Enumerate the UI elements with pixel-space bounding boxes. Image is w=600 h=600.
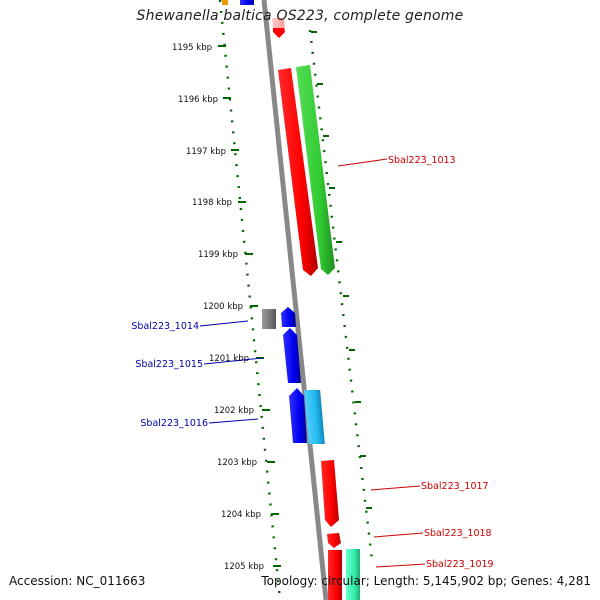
leader-line xyxy=(373,532,424,538)
red-small-feature xyxy=(273,28,285,38)
leader-line xyxy=(375,563,426,568)
label-leaders xyxy=(199,158,426,568)
top-partial-features xyxy=(222,0,285,38)
tick-label: 1203 kbp xyxy=(217,458,257,468)
gene-label-1015[interactable]: Sbal223_1015 xyxy=(135,359,203,370)
gene-sbal223-1016[interactable] xyxy=(304,390,325,444)
leader-line xyxy=(337,158,388,167)
tick-label: 1201 kbp xyxy=(209,354,249,364)
gene-sbal223-1019[interactable] xyxy=(328,550,342,600)
tick-label: 1198 kbp xyxy=(192,198,232,208)
tick-label: 1197 kbp xyxy=(186,147,226,157)
gene-label-1014[interactable]: Sbal223_1014 xyxy=(131,321,199,332)
tick-label: 1199 kbp xyxy=(198,250,238,260)
genome-summary-text: Topology: circular; Length: 5,145,902 bp… xyxy=(261,574,591,588)
green-feature[interactable] xyxy=(296,65,335,275)
tick-label: 1196 kbp xyxy=(178,95,218,105)
tick-label: 1205 kbp xyxy=(224,562,264,572)
gene-sbal223-1018[interactable] xyxy=(327,533,341,548)
blue-feature-1016b[interactable] xyxy=(289,388,307,443)
orange-feature xyxy=(222,0,228,5)
gene-features xyxy=(262,65,360,600)
ruler-dotted-arcs xyxy=(218,0,374,600)
leader-line xyxy=(370,485,421,491)
outer-dotted-arc xyxy=(308,29,374,561)
tick-label: 1200 kbp xyxy=(203,302,243,312)
tick-label: 1195 kbp xyxy=(172,43,212,53)
gene-label-1017[interactable]: Sbal223_1017 xyxy=(421,481,489,492)
gene-sbal223-1014[interactable] xyxy=(281,307,296,327)
grey-feature[interactable] xyxy=(262,309,276,329)
tick-label: 1202 kbp xyxy=(214,406,254,416)
gene-sbal223-1015[interactable] xyxy=(283,328,301,383)
gene-sbal223-1017[interactable] xyxy=(321,460,339,527)
teal-feature[interactable] xyxy=(346,549,360,600)
gene-label-1019[interactable]: Sbal223_1019 xyxy=(426,559,494,570)
map-title: Shewanella baltica OS223, complete genom… xyxy=(136,8,464,24)
tick-label: 1204 kbp xyxy=(221,510,261,520)
blue-feature-partial xyxy=(240,0,254,5)
inner-dotted-arc xyxy=(218,0,282,600)
gene-label-1018[interactable]: Sbal223_1018 xyxy=(424,528,492,539)
accession-text: Accession: NC_011663 xyxy=(9,574,146,588)
gene-label-1016[interactable]: Sbal223_1016 xyxy=(140,418,208,429)
gene-sbal223-1013[interactable] xyxy=(278,68,318,276)
gene-label-1013[interactable]: Sbal223_1013 xyxy=(388,155,456,166)
leader-line xyxy=(208,418,259,424)
leader-line xyxy=(203,357,263,365)
genome-backbone xyxy=(261,0,329,600)
scale-ticks: 1195 kbp 1196 kbp 1197 kbp 1198 kbp 1199… xyxy=(172,31,372,572)
leader-line xyxy=(199,320,249,327)
gene-labels: Sbal223_1013 Sbal223_1014 Sbal223_1015 S… xyxy=(131,155,493,570)
